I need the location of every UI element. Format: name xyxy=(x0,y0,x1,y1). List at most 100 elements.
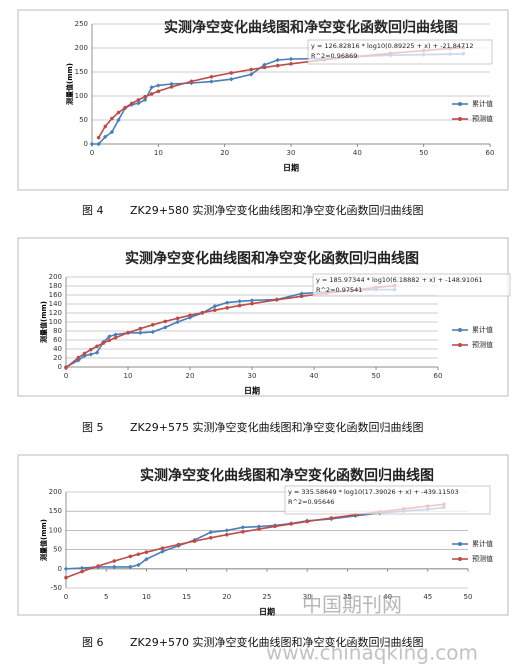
legend-label: 预测值 xyxy=(472,340,493,349)
x-tick-label: 60 xyxy=(486,149,495,157)
data-point xyxy=(156,89,161,94)
y-tick-label: 140 xyxy=(49,300,62,308)
x-tick-label: 0 xyxy=(64,372,68,380)
legend-marker xyxy=(458,117,462,121)
data-point xyxy=(109,129,115,135)
watermark-cn: 中国期刊网 xyxy=(302,593,402,617)
data-point xyxy=(89,141,95,147)
data-point xyxy=(237,303,242,308)
data-point xyxy=(76,355,81,360)
x-tick-label: 50 xyxy=(419,149,428,157)
y-tick-label: 50 xyxy=(79,116,88,124)
chart-frame xyxy=(17,9,509,191)
x-tick-label: 50 xyxy=(372,372,381,380)
equation-text: y = 126.82816 * log10(0.89225 + x) + -21… xyxy=(311,42,473,50)
data-point xyxy=(63,566,69,571)
equation-box xyxy=(284,485,491,515)
legend-label: 累计值 xyxy=(472,325,493,334)
data-point xyxy=(79,565,85,571)
data-point xyxy=(175,316,180,321)
y-tick-label: 60 xyxy=(53,336,62,344)
data-point xyxy=(299,294,304,299)
data-point xyxy=(275,57,280,63)
data-point xyxy=(229,71,234,75)
data-point xyxy=(101,341,105,345)
data-point xyxy=(212,304,217,309)
equation-text: R^2=0.95646 xyxy=(288,498,334,506)
data-point xyxy=(96,135,101,140)
watermark-url: www.chinaqking.com xyxy=(266,641,478,665)
x-tick-label: 10 xyxy=(124,372,133,380)
data-point xyxy=(289,522,293,526)
data-point xyxy=(208,536,213,540)
y-tick-label: 40 xyxy=(53,345,62,353)
data-point xyxy=(110,116,114,121)
data-point xyxy=(192,539,197,543)
chart-frame xyxy=(17,454,509,616)
data-point xyxy=(96,564,100,568)
data-point xyxy=(240,525,246,530)
data-point xyxy=(128,564,133,570)
data-point xyxy=(187,315,193,320)
x-tick-label: 30 xyxy=(287,149,296,157)
data-point xyxy=(208,530,213,535)
data-point xyxy=(169,85,174,89)
y-tick-label: 250 xyxy=(75,20,88,28)
data-point xyxy=(96,141,101,147)
figure-number: 图 5 xyxy=(82,421,104,434)
y-tick-label: 100 xyxy=(75,92,88,100)
data-point xyxy=(64,365,68,370)
data-point xyxy=(138,326,143,331)
figure-number: 图 4 xyxy=(82,204,104,217)
data-point xyxy=(150,329,155,335)
x-tick-label: 30 xyxy=(248,372,257,380)
data-point xyxy=(273,524,277,529)
x-tick-label: 50 xyxy=(464,593,473,601)
data-point xyxy=(143,94,147,99)
x-tick-label: 20 xyxy=(220,149,229,157)
x-tick-label: 30 xyxy=(303,593,312,601)
data-point xyxy=(229,77,234,82)
data-point xyxy=(249,67,253,72)
equation-box xyxy=(312,273,511,297)
data-point xyxy=(224,528,229,533)
data-point xyxy=(225,300,230,305)
data-point xyxy=(189,79,194,84)
data-point xyxy=(288,56,294,62)
y-tick-label: 150 xyxy=(49,507,62,515)
data-point xyxy=(89,347,93,352)
data-point xyxy=(149,85,154,90)
data-point xyxy=(142,97,148,103)
y-tick-label: 0 xyxy=(84,140,88,148)
chart-title: 实测净空变化曲线图和净空变化函数回归曲线图 xyxy=(125,250,419,267)
data-point xyxy=(107,334,112,339)
y-tick-label: 150 xyxy=(75,68,88,76)
data-point xyxy=(136,552,141,557)
y-tick-label: 200 xyxy=(75,44,88,52)
data-point xyxy=(225,306,229,310)
legend-marker xyxy=(458,343,462,347)
data-point xyxy=(128,554,133,559)
legend-marker xyxy=(458,557,462,561)
x-tick-label: 20 xyxy=(186,372,195,380)
data-point xyxy=(116,117,121,123)
y-tick-label: 200 xyxy=(49,488,62,496)
data-point xyxy=(156,83,161,88)
data-point xyxy=(160,549,165,554)
data-point xyxy=(136,98,141,102)
legend-label: 累计值 xyxy=(472,539,493,548)
figure-caption: ZK29+570 实测净空变化曲线图和净空变化函数回归曲线图 xyxy=(130,635,423,649)
data-point xyxy=(64,575,68,580)
data-point xyxy=(188,313,192,318)
equation-text: y = 185.97344 * log10(6.18882 + x) + -14… xyxy=(316,276,483,284)
chart-title: 实测净空变化曲线图和净空变化函数回归曲线图 xyxy=(164,19,458,36)
data-point xyxy=(249,298,255,303)
data-point xyxy=(151,322,155,327)
data-point xyxy=(126,331,130,335)
data-point xyxy=(160,546,165,551)
data-point xyxy=(130,101,134,106)
data-point xyxy=(144,557,149,562)
x-tick-label: 25 xyxy=(263,593,272,601)
y-axis-label: 测量值(mm) xyxy=(65,63,74,105)
data-point xyxy=(112,559,117,563)
